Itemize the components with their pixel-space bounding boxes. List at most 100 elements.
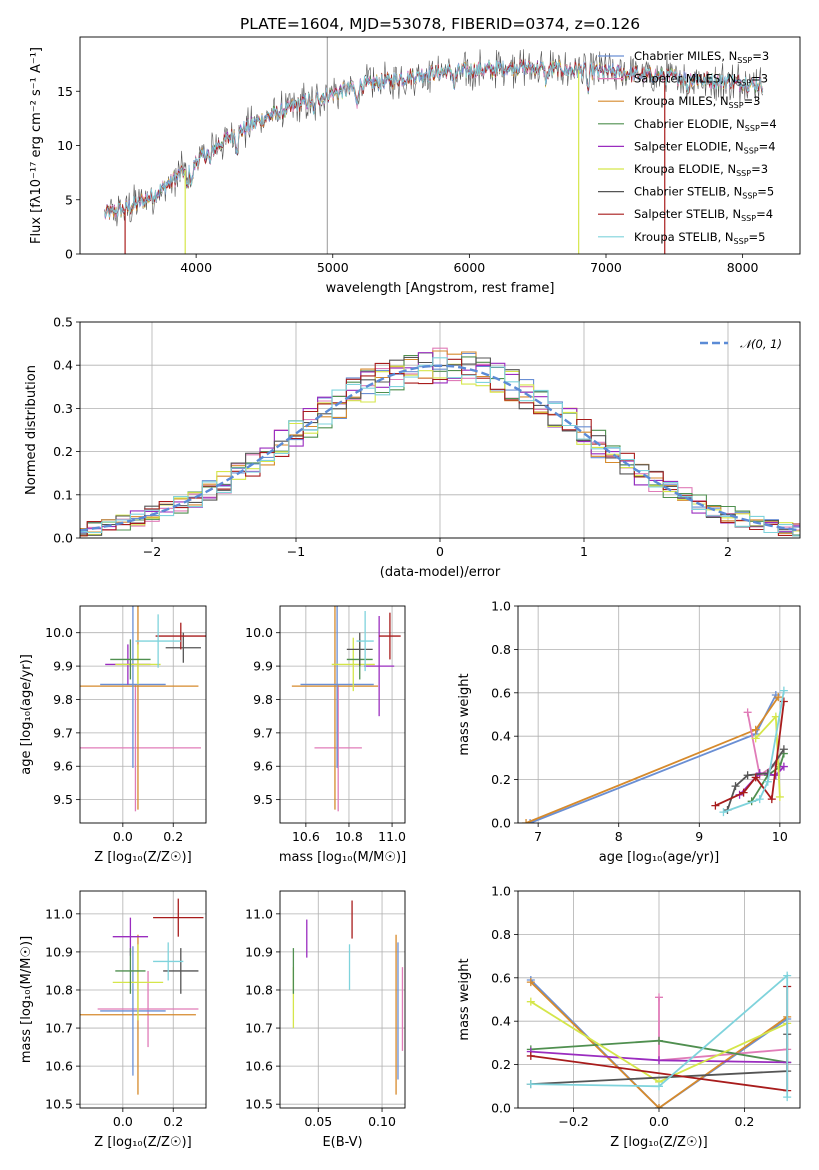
x-tick-label: 8000	[727, 260, 759, 275]
y-tick-label: 10.9	[245, 944, 273, 959]
y-axis-label: mass [log₁₀(M/M☉)]	[19, 936, 34, 1063]
legend-subscript: SSP	[729, 101, 744, 110]
x-tick-label: 0.0	[649, 1114, 669, 1129]
y-tick-label: 0.0	[53, 531, 73, 546]
y-tick-label: 0.8	[491, 642, 511, 657]
spectrum-plot-area	[104, 37, 764, 254]
x-tick-label: 10	[772, 829, 788, 844]
x-tick-label: −1	[287, 544, 305, 559]
errorbar-point	[80, 684, 201, 812]
errorbar-point	[153, 898, 204, 937]
age_vs_Z-plot-area	[80, 606, 206, 812]
mass_vs_ebv-axes: 0.05 0.10 10.5 10.6 10.7 10.8 10.9 11.0 E(B-V)	[245, 891, 405, 1150]
x-axis-label: Z [log₁₀(Z/Z☉)]	[94, 850, 191, 865]
legend-subscript: SSP	[736, 79, 751, 88]
errorbar-point	[110, 639, 151, 680]
errorbar-point	[379, 612, 401, 660]
legend-entry: 𝒩(0, 1)	[740, 337, 782, 351]
x-tick-label: 6000	[453, 260, 485, 275]
legend-entry: Salpeter ELODIE, NSSP=4	[634, 139, 776, 155]
histogram-series	[80, 363, 800, 537]
mass-weight-marker	[763, 769, 772, 778]
y-tick-label: 10	[57, 138, 73, 153]
x-tick-label: 0.05	[304, 1114, 332, 1129]
age_vs_mass-frame	[279, 605, 406, 824]
mass-weight-marker	[526, 1080, 535, 1089]
errorbar-point	[155, 622, 206, 650]
y-tick-label: 11.0	[45, 906, 73, 921]
residuals-frame	[79, 321, 801, 539]
x-tick-label: 0.0	[113, 1114, 133, 1129]
x-tick-label: 10.8	[335, 829, 363, 844]
x-tick-label: 7	[534, 829, 542, 844]
y-tick-label: 10.7	[45, 1021, 73, 1036]
y-tick-label: 0.2	[491, 772, 511, 787]
y-tick-label: 0.0	[491, 1101, 511, 1116]
errorbar-point	[300, 606, 374, 768]
y-tick-label: 10.8	[245, 982, 273, 997]
errorbar-point	[115, 644, 161, 685]
mass-weight-marker	[655, 1056, 663, 1065]
y-tick-label: 0.4	[491, 729, 511, 744]
mass-weight-marker	[526, 978, 535, 987]
legend-subscript: SSP	[736, 169, 751, 178]
mass_vs_ebv-frame	[279, 890, 406, 1109]
legend-suffix: =4	[759, 139, 776, 153]
legend-suffix: =3	[752, 49, 769, 63]
legend-entry: Chabrier ELODIE, NSSP=4	[634, 117, 777, 133]
x-tick-label: 9	[695, 829, 703, 844]
mass-weight-marker	[526, 997, 535, 1006]
x-tick-label: 10.6	[292, 829, 320, 844]
mass-weight-marker	[655, 993, 663, 1002]
spectrum-frame	[79, 36, 801, 255]
y-tick-label: 9.9	[53, 659, 73, 674]
legend-suffix: =4	[756, 207, 773, 221]
figure-title: PLATE=1604, MJD=53078, FIBERID=0374, z=0…	[240, 15, 640, 33]
mass-weight-series-line	[530, 981, 788, 1108]
legend-suffix: =5	[757, 185, 774, 199]
legend-name: Salpeter MILES, N	[634, 72, 736, 86]
y-tick-label: 9.8	[253, 692, 273, 707]
errorbar-point	[364, 616, 395, 717]
mass-weight-marker	[719, 808, 728, 817]
x-axis-label: (data-model)/error	[380, 565, 501, 580]
histogram-series	[80, 352, 800, 536]
mass-weight-marker	[526, 819, 535, 823]
y-tick-label: 9.6	[53, 759, 73, 774]
x-axis-label: wavelength [Angstrom, rest frame]	[326, 281, 555, 296]
mass-weight-marker	[767, 795, 776, 804]
legend-entry: Salpeter STELIB, NSSP=4	[634, 207, 773, 223]
mass-weight-series-line	[530, 979, 788, 1108]
mass-weight-marker	[779, 762, 788, 771]
y-tick-label: 0.3	[53, 401, 73, 416]
mass-weight-marker	[743, 708, 752, 717]
mass-weight-series-line	[750, 753, 785, 802]
y-tick-label: 10.6	[45, 1059, 73, 1074]
legend-suffix: =4	[760, 117, 777, 131]
y-tick-label: 0.6	[491, 685, 511, 700]
errorbar-point	[100, 946, 166, 1076]
y-axis-label: mass weight	[457, 958, 472, 1040]
legend-entry: Kroupa STELIB, NSSP=5	[634, 230, 765, 246]
errorbar-point	[153, 942, 184, 981]
errorbar-point	[331, 637, 375, 692]
y-tick-label: 15	[57, 84, 73, 99]
y-tick-label: 10.8	[45, 982, 73, 997]
y-tick-label: 9.9	[253, 659, 273, 674]
y-tick-label: 9.5	[253, 792, 273, 807]
mass-weight-marker	[739, 788, 748, 797]
errorbar-point	[97, 970, 199, 1048]
age_vs_Z-axes: 0.0 0.2 9.5 9.6 9.7 9.8 9.9 10.0 Z [log₁₀(Z/Z☉)]…	[19, 606, 206, 865]
errorbar-point	[165, 632, 201, 663]
legend-subscript: SSP	[737, 56, 752, 65]
mass-weight-marker	[655, 1104, 663, 1108]
legend-suffix: =3	[751, 72, 768, 86]
mass-weight-marker	[779, 745, 788, 754]
y-tick-label: 0.5	[53, 315, 73, 330]
residuals-plot-area	[80, 347, 800, 537]
legend-name: Kroupa STELIB, N	[634, 230, 734, 244]
mass-weight-marker	[783, 1093, 792, 1102]
errorbar-point	[135, 614, 181, 668]
legend-name: Chabrier ELODIE, N	[634, 117, 745, 131]
